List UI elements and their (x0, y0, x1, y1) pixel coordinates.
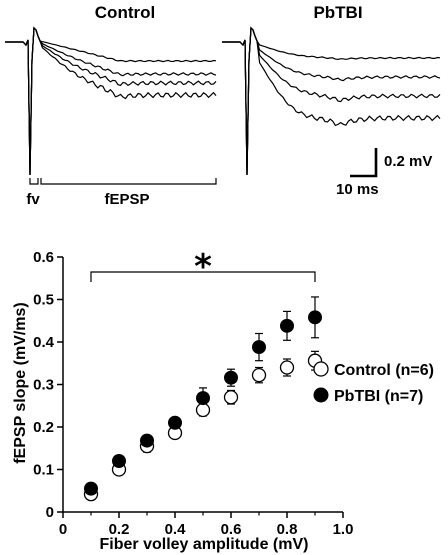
x-tick-label: 0.8 (277, 521, 298, 538)
data-point-pbtbi (112, 454, 126, 468)
data-point-control (251, 367, 267, 383)
chart-panel: 0 0.1 0.2 0.3 0.4 0.5 0.6 0 0.2 0.4 0.6 0.8 1.0 Fib… (12, 247, 434, 553)
x-axis-label: Fiber volley amplitude (mV) (100, 536, 309, 553)
fv-bracket (29, 178, 39, 185)
data-point-pbtbi (224, 370, 238, 385)
data-points (83, 310, 323, 502)
data-point-pbtbi (252, 340, 266, 355)
y-tick-label: 0.4 (33, 334, 55, 351)
trace-sweep (5, 26, 217, 176)
fv-label: fv (26, 191, 40, 208)
trace-sweep (222, 26, 441, 176)
control-traces (5, 26, 217, 176)
data-point-pbtbi (140, 433, 154, 448)
scale-bar (350, 148, 378, 178)
legend-control-marker (313, 361, 329, 377)
pbtbi-trace-title: PbTBI (313, 3, 362, 22)
x-tick-label: 0.6 (221, 521, 242, 538)
data-point-pbtbi (280, 318, 294, 333)
traces-panel: Control PbTBI fv fEPSP 0.2 mV 10 ms (5, 3, 441, 208)
trace-sweep (222, 26, 441, 176)
trace-sweep (222, 26, 441, 176)
y-tick-label: 0.3 (33, 377, 54, 394)
y-tick-label: 0.6 (33, 249, 54, 266)
scale-voltage-label: 0.2 mV (384, 153, 432, 170)
x-tick-label: 1.0 (333, 521, 354, 538)
fepsp-bracket (40, 178, 217, 185)
scale-time-label: 10 ms (336, 181, 379, 198)
x-tick-label: 0.2 (109, 521, 130, 538)
data-point-control (195, 402, 211, 418)
x-tick-label: 0 (59, 521, 67, 538)
y-axis: 0 0.1 0.2 0.3 0.4 0.5 0.6 (33, 249, 64, 521)
data-point-pbtbi (84, 481, 98, 496)
data-point-pbtbi (168, 415, 182, 430)
y-axis-label: fEPSP slope (mV/ms) (12, 302, 29, 464)
trace-sweep (5, 26, 217, 176)
x-axis: 0 0.2 0.4 0.6 0.8 1.0 (59, 511, 354, 538)
legend: Control (n=6) PbTBI (n=7) (313, 361, 434, 405)
y-tick-label: 0.5 (33, 292, 54, 309)
significance-line (90, 271, 316, 282)
y-tick-label: 0.2 (33, 419, 54, 436)
trace-sweep (5, 26, 217, 176)
x-tick-label: 0.4 (165, 521, 187, 538)
pbtbi-traces (222, 26, 441, 176)
legend-pbtbi-marker (313, 387, 329, 403)
data-point-pbtbi (196, 391, 210, 406)
control-trace-title: Control (95, 3, 155, 22)
legend-control-label: Control (n=6) (334, 362, 434, 379)
data-point-pbtbi (308, 310, 322, 325)
trace-sweep (222, 26, 441, 176)
significance-bracket: * (90, 247, 316, 287)
significance-star: * (194, 247, 212, 287)
data-point-control (279, 360, 295, 375)
y-tick-label: 0.1 (33, 462, 54, 479)
y-tick-label: 0 (46, 504, 54, 521)
trace-sweep (5, 26, 217, 176)
fepsp-label: fEPSP (104, 191, 149, 208)
data-point-control (223, 390, 239, 405)
legend-pbtbi-label: PbTBI (n=7) (334, 388, 423, 405)
